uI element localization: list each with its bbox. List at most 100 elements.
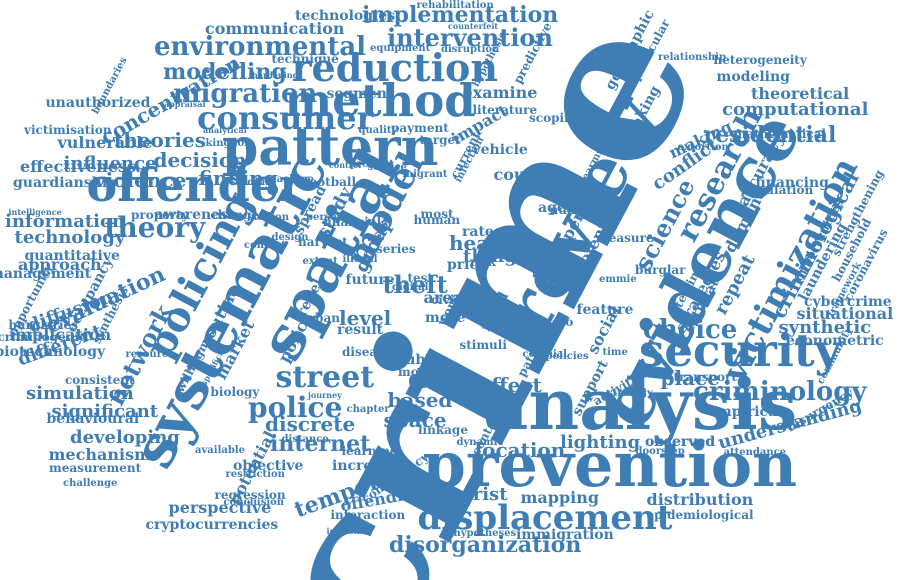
cloud-word: number <box>549 203 603 217</box>
cloud-word: theoretical <box>751 84 850 103</box>
cloud-word: strategy <box>607 388 653 399</box>
cloud-word: design <box>271 232 309 243</box>
cloud-word: level <box>339 306 392 330</box>
cloud-word: stadion <box>247 212 289 223</box>
cloud-word: health <box>449 231 521 255</box>
cloud-word: epidemiological <box>646 508 754 522</box>
cloud-word: relationship <box>658 52 726 63</box>
cloud-word: burglar <box>635 263 686 277</box>
cloud-word: studies <box>517 180 574 196</box>
cloud-word: analytical <box>203 125 247 135</box>
cloud-word: measurement <box>49 461 142 475</box>
cloud-word: rehabilitation <box>416 0 494 11</box>
cloud-word: intervention <box>387 23 553 52</box>
cloud-word: frequency <box>532 269 588 280</box>
cloud-word: effectiveness <box>20 157 137 176</box>
cloud-word: biology <box>210 385 260 399</box>
cloud-word: machine <box>266 174 314 185</box>
cloud-word: migrant <box>402 169 448 180</box>
cloud-word: learning <box>341 444 399 458</box>
cloud-word: disease <box>342 345 392 359</box>
cloud-word: mechanism <box>48 445 152 464</box>
cloud-word: data <box>408 365 472 395</box>
cloud-word: violence <box>94 168 187 192</box>
cloud-word: stadium <box>230 177 276 188</box>
cloud-word: property <box>131 208 189 222</box>
cloud-word: choice <box>643 315 738 345</box>
cloud-word: econometric <box>786 333 884 349</box>
cloud-word: regression <box>214 488 286 502</box>
cloud-word: criminogenic <box>0 330 87 344</box>
cloud-word: restriction <box>225 469 285 480</box>
cloud-word: hardening <box>252 70 299 80</box>
cloud-word: more <box>425 310 466 326</box>
cloud-word: colonial <box>522 349 568 360</box>
cloud-word: measure <box>596 231 654 245</box>
cloud-word: future <box>345 272 395 288</box>
cloud-word: intelligence <box>8 207 62 217</box>
cloud-word: prevention <box>422 428 798 501</box>
cloud-word: biotechnology <box>0 344 106 360</box>
cloud-word: doorstep <box>635 446 685 457</box>
cloud-word: price <box>447 257 487 273</box>
cloud-word: segment <box>326 86 394 102</box>
cloud-word: series <box>376 242 416 256</box>
cloud-word: modeling <box>716 69 790 85</box>
cloud-word: product <box>350 159 394 170</box>
cloud-word: change <box>210 208 260 222</box>
cloud-word: country <box>493 165 563 184</box>
cloud-word: challenge <box>63 478 118 489</box>
cloud-word: mapping <box>520 488 600 507</box>
cloud-word: reduction <box>291 45 499 90</box>
cloud-word: theories <box>114 128 206 152</box>
cloud-word: emmie <box>599 274 637 285</box>
cloud-word: contact <box>244 240 286 251</box>
cloud-word: person <box>306 212 345 223</box>
cloud-word: test <box>407 271 433 285</box>
cloud-word: harvest <box>298 235 348 249</box>
cloud-word: chapter <box>346 404 390 415</box>
cloud-word: situational <box>796 304 894 323</box>
cloud-word: simulation <box>26 383 134 404</box>
cloud-word: hypotheses <box>453 528 517 539</box>
cloud-word: consumer <box>197 99 374 137</box>
cloud-word: vehicle <box>472 142 528 158</box>
cloud-word: approach <box>18 255 102 274</box>
cloud-word: theory <box>104 211 206 244</box>
cloud-word: stimuli <box>459 338 507 352</box>
cloud-word: incident <box>326 526 364 536</box>
cloud-word: public <box>449 384 485 395</box>
cloud-word: civil <box>431 293 459 307</box>
cloud-word: result <box>337 322 384 338</box>
cloud-word: resource <box>125 349 175 360</box>
cloud-word: lighting <box>560 432 641 453</box>
cloud-word: modelling <box>163 59 287 85</box>
cloud-word: money <box>398 365 443 379</box>
cloud-word: risk <box>470 255 496 269</box>
cloud-word: available <box>195 445 245 456</box>
cloud-word: financial <box>323 215 382 229</box>
cloud-word: payment <box>391 121 449 135</box>
cloud-word: developing <box>70 427 180 448</box>
cloud-word: disruption <box>441 44 500 55</box>
cloud-word: linkage <box>418 423 468 437</box>
cloud-word: technique <box>271 52 339 66</box>
cloud-word: influence <box>63 153 157 174</box>
cloud-word: implementation <box>362 2 559 28</box>
cloud-word: dynamic <box>456 437 504 448</box>
cloud-word: interaction <box>330 508 406 522</box>
cloud-word: environmental <box>154 32 367 62</box>
cloud-word: perspective <box>168 498 272 517</box>
cloud-word: location <box>474 438 566 462</box>
cloud-word: appraisal <box>164 99 206 109</box>
cloud-word: street <box>275 360 375 395</box>
cloud-word: security <box>639 323 841 377</box>
cloud-word: attendance <box>723 447 787 458</box>
cloud-word: offender <box>86 158 304 212</box>
cloud-word: public <box>395 352 445 368</box>
cloud-word: burglaries <box>8 318 78 332</box>
cloud-word: target <box>419 133 461 147</box>
cloud-word: observed <box>645 434 716 450</box>
cloud-word: increase <box>332 458 399 474</box>
